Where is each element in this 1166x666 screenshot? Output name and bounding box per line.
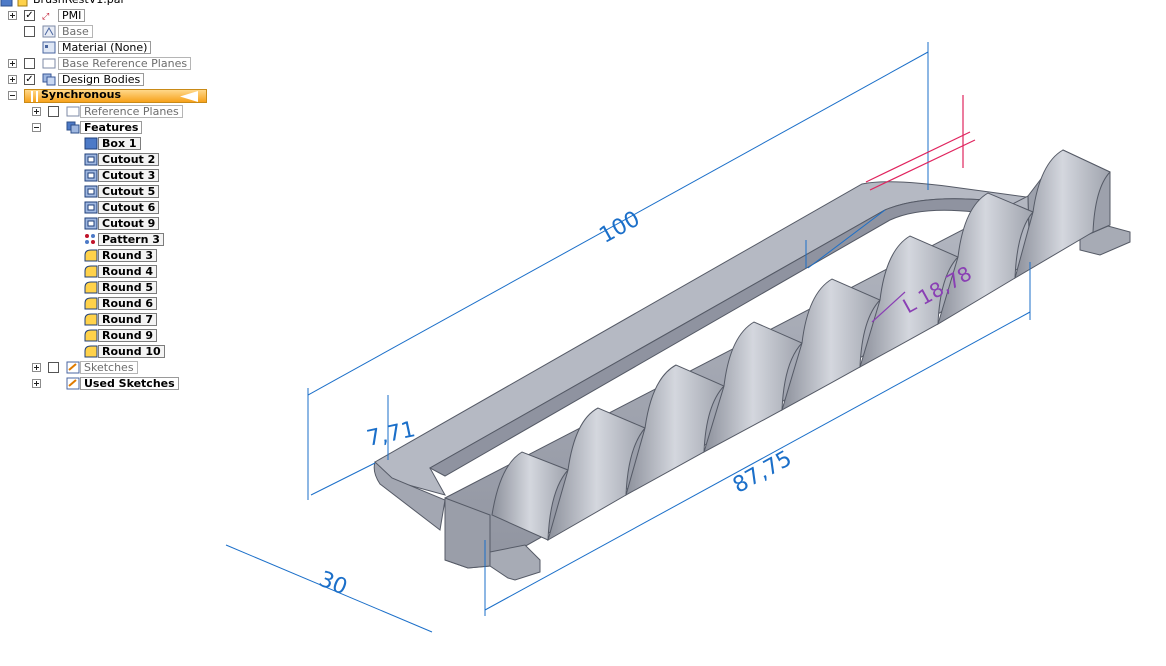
material-label[interactable]: Material (None) [58,41,152,54]
round-feature-icon [84,329,98,342]
box-feature-icon [84,137,98,150]
feature-item[interactable]: Pattern 3 [98,233,164,246]
document-icon [16,0,30,7]
cutout-feature-icon [84,217,98,230]
feature-item[interactable]: Cutout 3 [98,169,160,182]
pmi-marker [865,95,976,191]
base-label[interactable]: Base [58,25,93,38]
reference-planes-icon [66,105,80,118]
reference-planes-checkbox[interactable] [48,106,59,117]
round-feature-icon [84,265,98,278]
feature-item[interactable]: Cutout 5 [98,185,160,198]
cutout-feature-icon [84,169,98,182]
feature-item[interactable]: Round 6 [98,297,158,310]
dimension-annotations[interactable] [225,42,1031,633]
feature-item[interactable]: Box 1 [98,137,141,150]
pathfinder-tree: BrushRestV1.par ✓ ⤢ PMI Base Material (N… [0,0,220,400]
round-feature-icon [84,297,98,310]
cutout-feature-icon [84,201,98,214]
used-sketches-icon [66,377,80,390]
material-icon [42,41,56,54]
used-sketches-label[interactable]: Used Sketches [80,377,179,390]
synchronous-collapse-toggle[interactable] [8,91,17,100]
sketches-icon [66,361,80,374]
reference-planes-label[interactable]: Reference Planes [80,105,183,118]
feature-item[interactable]: Round 9 [98,329,158,342]
cup-row [491,149,1111,542]
sketches-checkbox[interactable] [48,362,59,373]
reference-plane-icon [42,57,56,70]
part-model[interactable] [373,149,1131,581]
synchronous-highlight [24,89,207,103]
feature-item[interactable]: Round 3 [98,249,158,262]
synchronous-icon [28,90,42,103]
feature-item[interactable]: Round 10 [98,345,165,358]
feature-item[interactable]: Cutout 6 [98,201,160,214]
frame-left-end [373,461,446,531]
pmi-expand-toggle[interactable] [8,11,17,20]
sketches-expand-toggle[interactable] [32,363,41,372]
design-bodies-icon [42,73,56,86]
sketches-label[interactable]: Sketches [80,361,138,374]
base-checkbox[interactable] [24,26,35,37]
cutout-feature-icon [84,153,98,166]
tray-end-plate [444,497,491,569]
pmi-checkbox[interactable]: ✓ [24,10,35,21]
design-bodies-checkbox[interactable]: ✓ [24,74,35,85]
pmi-icon: ⤢ [41,9,56,22]
file-name-label[interactable]: BrushRestV1.par [30,0,128,7]
part-file-icon [0,0,14,7]
features-label[interactable]: Features [80,121,143,134]
radius-leader [871,291,906,323]
feature-item[interactable]: Round 4 [98,265,158,278]
feature-item[interactable]: Cutout 9 [98,217,160,230]
reference-planes-expand-toggle[interactable] [32,107,41,116]
cutout-feature-icon [84,185,98,198]
feature-item[interactable]: Round 5 [98,281,158,294]
svg-text:⤢: ⤢ [42,12,49,22]
used-sketches-expand-toggle[interactable] [32,379,41,388]
design-bodies-label[interactable]: Design Bodies [58,73,145,86]
features-icon [66,121,80,134]
dim-length-inner[interactable]: 87,75 [729,446,796,498]
features-collapse-toggle[interactable] [32,123,41,132]
arrow-left-icon [178,90,198,103]
design-bodies-expand-toggle[interactable] [8,75,17,84]
base-reference-planes-checkbox[interactable] [24,58,35,69]
pmi-label[interactable]: PMI [58,9,86,22]
feature-item[interactable]: Cutout 2 [98,153,160,166]
base-reference-planes-label[interactable]: Base Reference Planes [58,57,192,70]
round-feature-icon [84,249,98,262]
round-feature-icon [84,313,98,326]
feature-item[interactable]: Round 7 [98,313,158,326]
base-reference-planes-expand-toggle[interactable] [8,59,17,68]
base-icon [42,25,56,38]
pattern-feature-icon [84,233,98,246]
synchronous-label[interactable]: Synchronous [41,88,122,101]
front-foot [489,544,541,581]
round-feature-icon [84,281,98,294]
round-feature-icon [84,345,98,358]
